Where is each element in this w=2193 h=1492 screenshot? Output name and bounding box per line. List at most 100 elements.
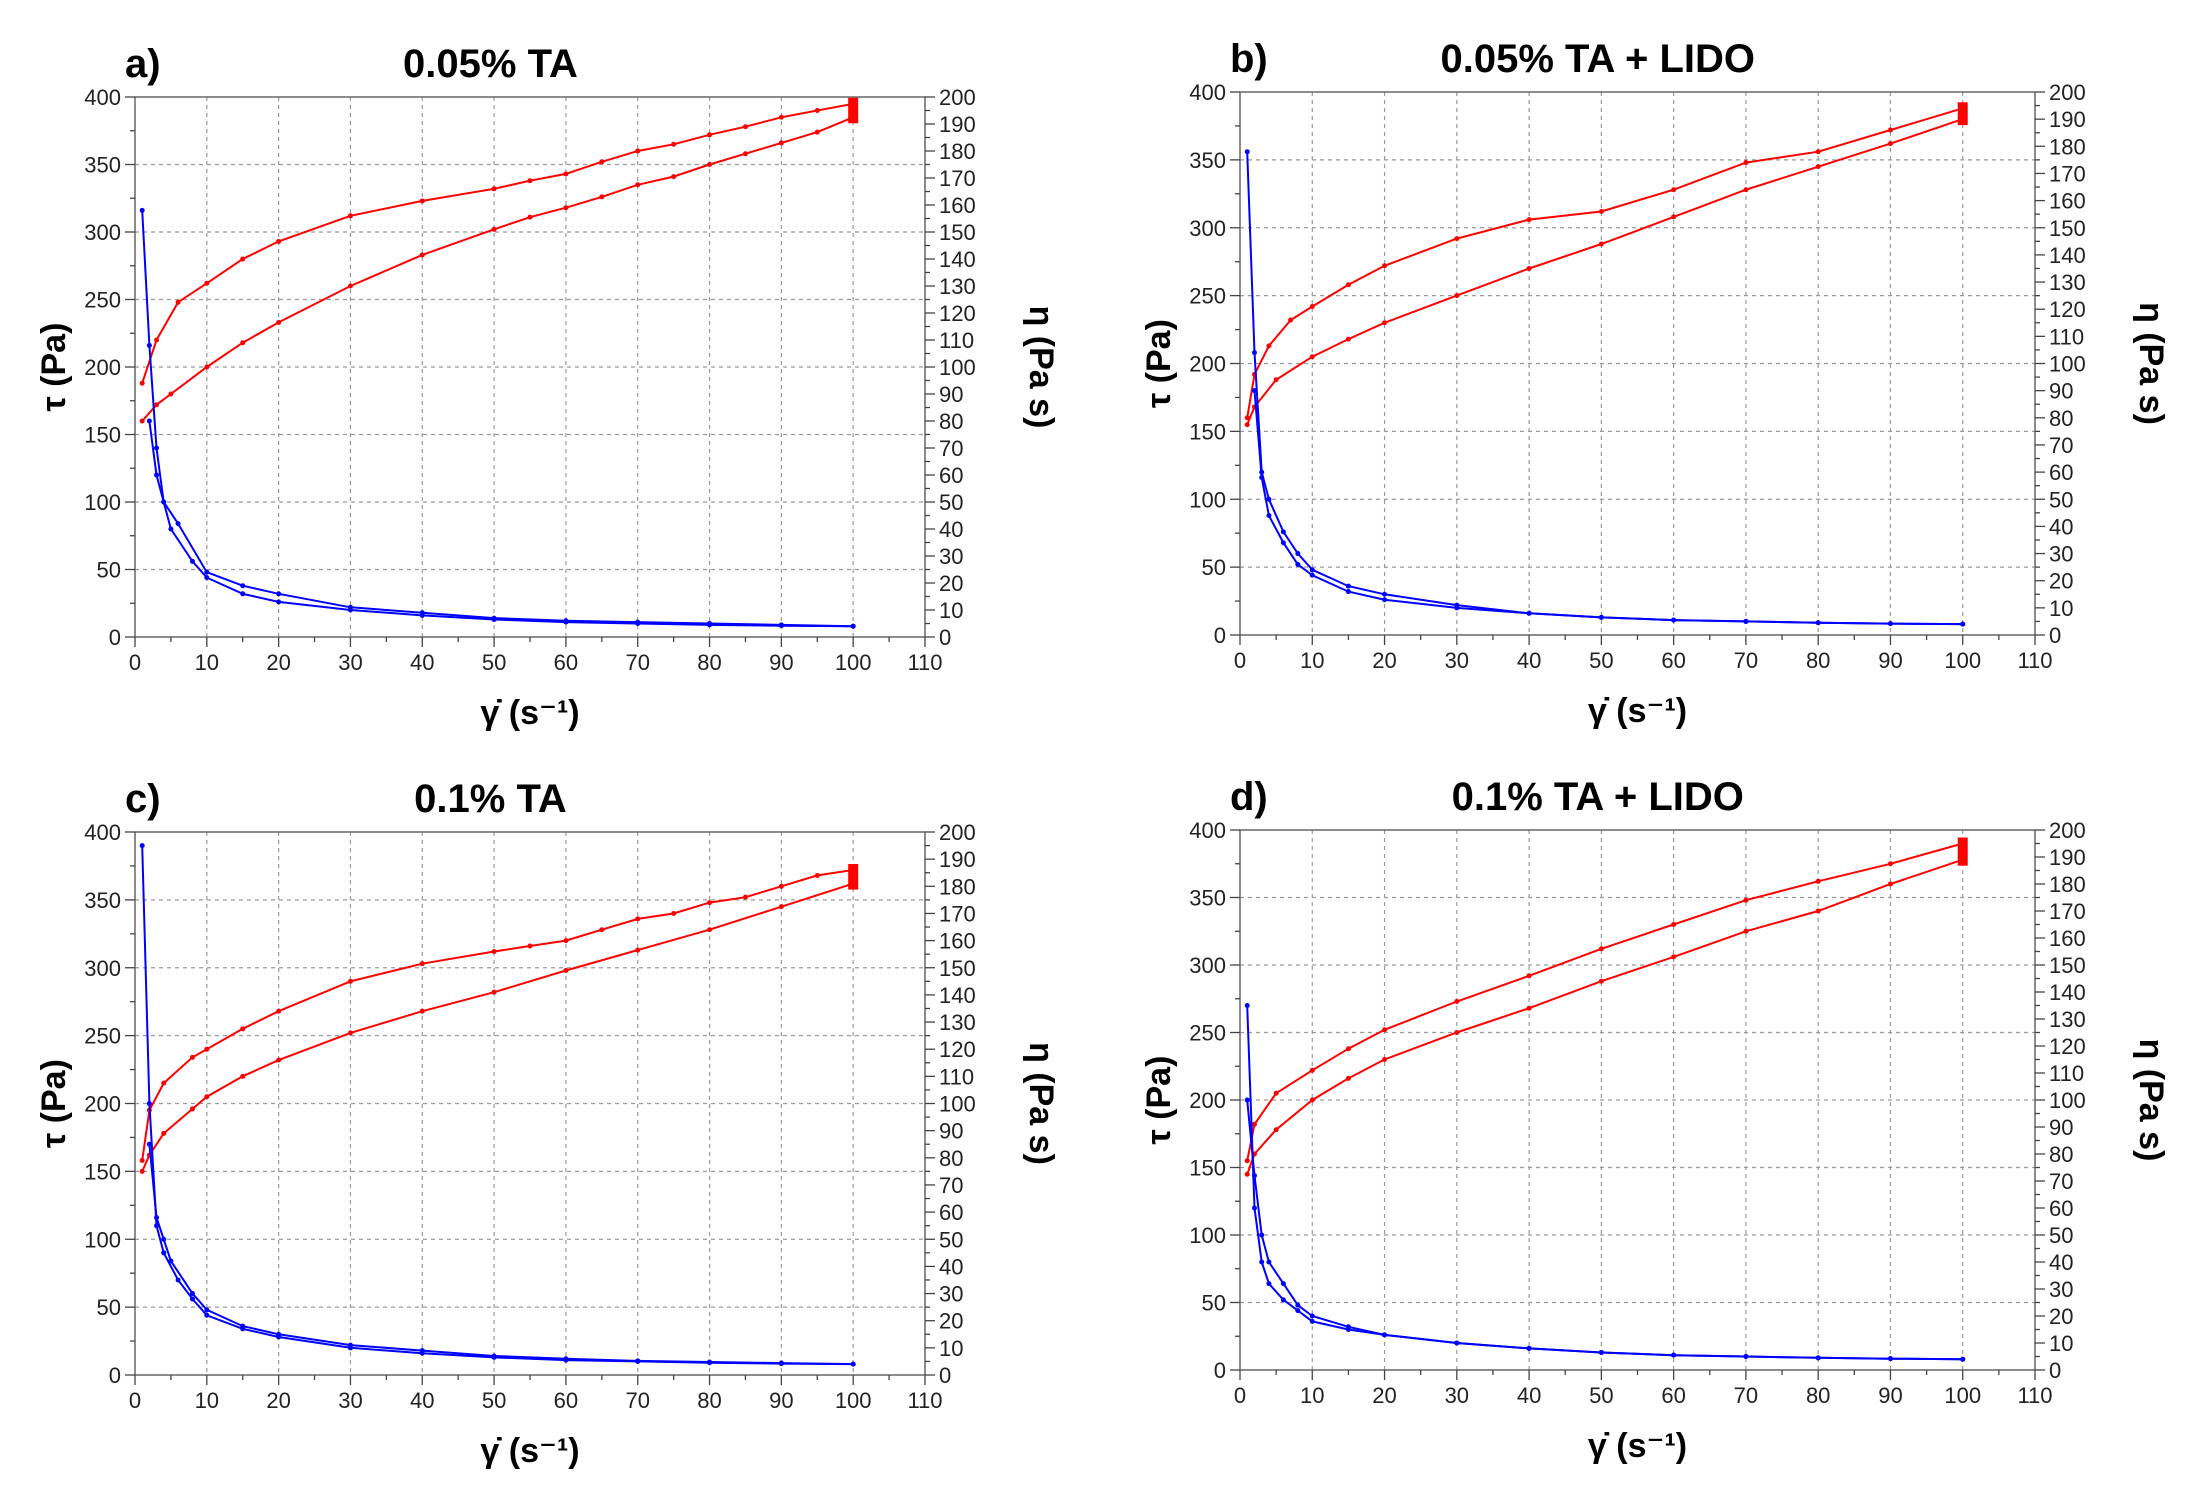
data-point <box>1526 610 1532 616</box>
data-point <box>1309 354 1315 360</box>
data-point <box>161 1080 167 1086</box>
y2-tick-label: 20 <box>2049 569 2073 594</box>
x-tick-label: 110 <box>2017 648 2052 673</box>
data-point <box>778 904 784 910</box>
data-point <box>778 140 784 146</box>
data-point <box>1887 1356 1893 1362</box>
data-point <box>1288 317 1294 323</box>
y2-tick-label: 150 <box>939 220 976 245</box>
x-axis-label: γ̇ (s⁻¹) <box>1588 692 1687 730</box>
data-point <box>1526 973 1532 979</box>
x-tick-label: 0 <box>129 1388 141 1413</box>
data-point <box>491 226 497 232</box>
data-point <box>1382 1057 1388 1062</box>
data-point <box>1671 617 1677 623</box>
data-point <box>347 283 353 289</box>
series-line <box>1246 1005 1963 1361</box>
data-point <box>707 162 713 167</box>
x-axis-label: γ̇ (s⁻¹) <box>1588 1427 1687 1465</box>
series-line <box>141 882 854 1172</box>
data-point <box>1309 1313 1315 1319</box>
x-tick-label: 90 <box>1878 648 1902 673</box>
data-point <box>276 238 282 244</box>
data-point <box>1454 605 1460 611</box>
y2-tick-label: 60 <box>939 463 963 488</box>
y2-tick-label: 90 <box>939 1119 963 1144</box>
data-point <box>139 418 145 424</box>
data-point <box>814 108 820 113</box>
x-tick-label: 40 <box>410 650 434 675</box>
panel-label: a) <box>125 42 161 86</box>
data-point <box>1598 614 1604 620</box>
data-point <box>671 141 677 147</box>
data-point <box>146 1141 152 1147</box>
y-tick-label: 200 <box>1189 1088 1226 1113</box>
data-point <box>1743 1354 1749 1359</box>
y2-tick-label: 60 <box>939 1200 963 1225</box>
data-point <box>240 591 246 597</box>
data-point <box>1251 350 1257 356</box>
data-point <box>563 967 569 973</box>
series-line <box>1246 118 1964 425</box>
data-point <box>175 1277 181 1283</box>
y2-tick-label: 80 <box>2049 1142 2073 1167</box>
y2-tick-label: 100 <box>939 355 976 380</box>
data-point <box>1244 149 1250 155</box>
data-point <box>189 1054 195 1060</box>
data-point <box>204 575 210 581</box>
x-tick-label: 50 <box>1589 1383 1613 1408</box>
y-tick-label: 100 <box>84 490 121 515</box>
data-point <box>491 1353 497 1359</box>
data-point <box>1815 1355 1821 1361</box>
data-point <box>635 1358 641 1364</box>
x-tick-label: 70 <box>1734 1383 1758 1408</box>
y-tick-label: 400 <box>84 85 121 110</box>
x-tick-label: 40 <box>410 1388 434 1413</box>
y2-tick-label: 20 <box>2049 1304 2073 1329</box>
data-point <box>204 1312 210 1318</box>
y2-tick-label: 40 <box>2049 514 2073 539</box>
y2-tick-label: 130 <box>2049 270 2086 295</box>
chart-title: 0.05% TA <box>403 42 578 86</box>
y2-tick-label: 50 <box>939 1227 963 1252</box>
data-point <box>1244 422 1250 428</box>
data-point <box>419 1348 425 1354</box>
data-point <box>635 148 641 154</box>
y2-tick-label: 160 <box>2049 189 2086 214</box>
data-point <box>707 132 713 138</box>
data-point <box>189 1291 195 1297</box>
series-3 <box>139 207 856 629</box>
data-point <box>204 1046 210 1052</box>
y2-tick-label: 60 <box>2049 460 2073 485</box>
y2-tick-label: 30 <box>2049 1277 2073 1302</box>
y2-tick-label: 10 <box>2049 596 2073 621</box>
data-point <box>1815 908 1821 914</box>
data-point <box>1598 208 1604 214</box>
data-point <box>1598 1349 1604 1355</box>
data-point <box>1526 1005 1532 1011</box>
y-tick-label: 150 <box>1189 419 1226 444</box>
data-point <box>347 978 353 984</box>
y2-tick-label: 180 <box>939 874 976 899</box>
data-point <box>1266 343 1272 349</box>
y2-tick-label: 180 <box>939 139 976 164</box>
y-tick-label: 250 <box>1189 1021 1226 1046</box>
x-tick-label: 110 <box>907 650 942 675</box>
y2-tick-label: 170 <box>2049 899 2086 924</box>
data-point <box>671 174 677 180</box>
series-4 <box>146 1141 856 1367</box>
y2-tick-label: 140 <box>939 983 976 1008</box>
data-point <box>1273 1127 1279 1133</box>
data-point <box>1345 1324 1351 1330</box>
data-point <box>168 391 174 397</box>
data-point <box>154 337 160 343</box>
y-tick-label: 350 <box>84 153 121 178</box>
y-tick-label: 150 <box>84 1159 121 1184</box>
data-point <box>1280 1297 1286 1303</box>
y2-tick-label: 70 <box>939 436 963 461</box>
data-point <box>1454 293 1460 299</box>
series-4 <box>146 418 856 629</box>
data-point <box>1960 621 1966 627</box>
y-tick-label: 50 <box>1202 555 1226 580</box>
data-point <box>1598 241 1604 247</box>
